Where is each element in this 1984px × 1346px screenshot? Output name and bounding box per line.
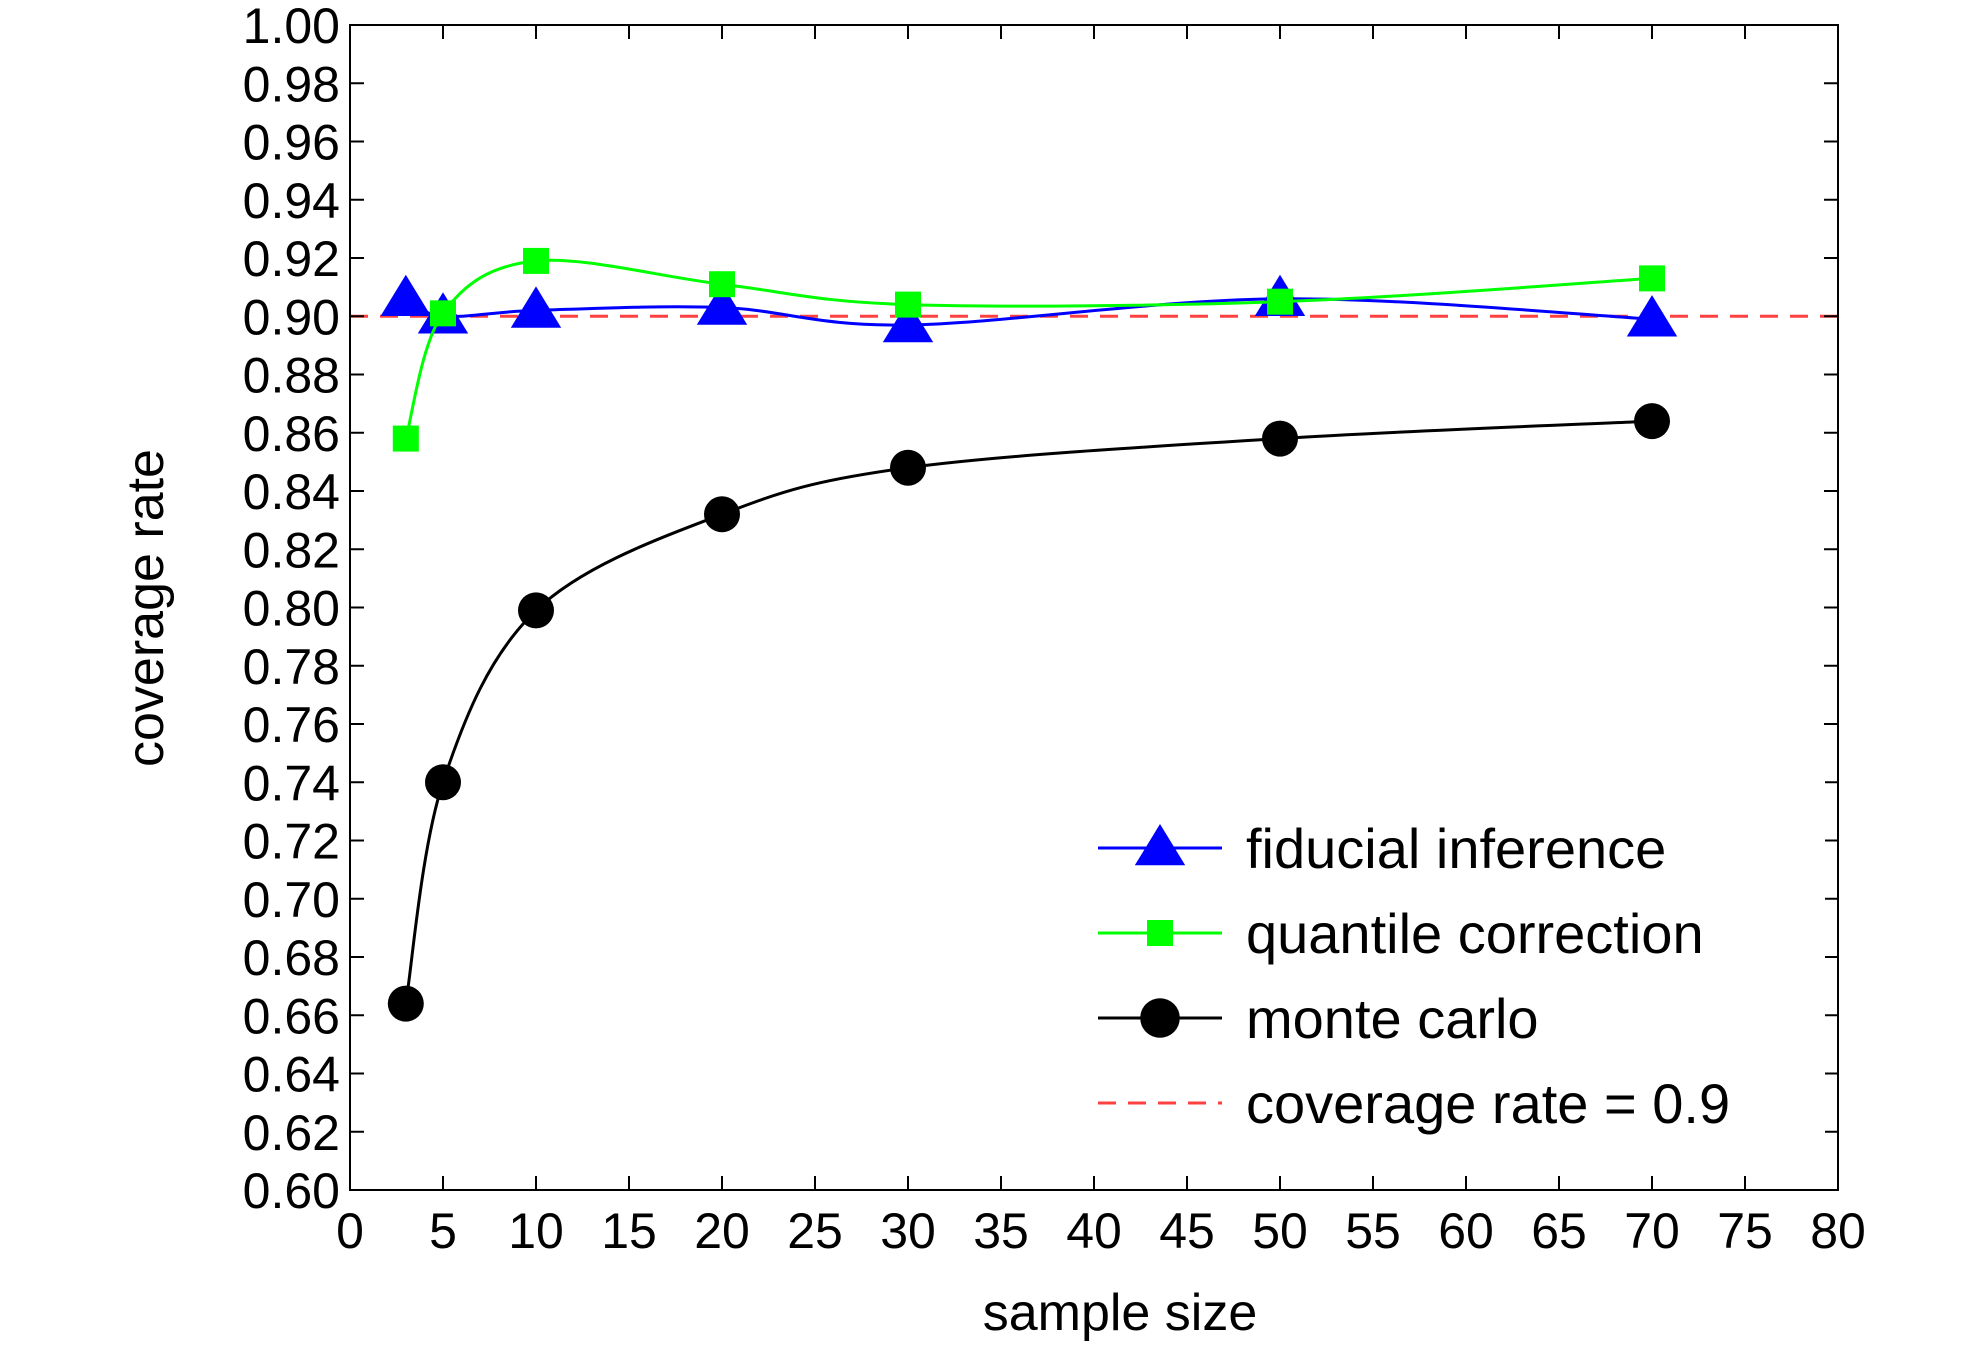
x-tick-label: 30 [880,1203,936,1259]
legend-item-2-label: quantile correction [1246,902,1704,965]
x-tick-label: 0 [336,1203,364,1259]
quantile-correction-point [430,300,456,327]
axes: 0 5 10 15 20 25 30 35 40 45 50 55 60 65 70 75 80 0.600.62… [243,0,1866,1259]
monte-carlo-point [890,449,926,486]
monte-carlo-point [1262,420,1298,457]
legend-item-1-label: fiducial inference [1246,817,1666,880]
y-tick-label: 0.64 [243,1047,340,1103]
x-tick-label: 50 [1252,1203,1308,1259]
x-tick-label: 60 [1438,1203,1494,1259]
y-tick-label: 0.82 [243,522,340,578]
plot-area [350,247,1838,1022]
y-tick-label: 0.60 [243,1163,340,1219]
quantile-correction-point [523,247,549,274]
quantile-correction-point [1639,265,1665,292]
fiducial-inference-point [696,283,748,325]
monte-carlo-point [425,764,461,801]
x-tick-label: 65 [1531,1203,1587,1259]
legend: fiducial inference quantile correction mon… [990,752,1825,1160]
fiducial-inference-point [510,286,562,328]
legend-item-1-marker [1134,824,1186,866]
fiducial-inference-point [380,274,431,317]
quantile-correction-point [709,271,735,298]
x-tick-label: 45 [1159,1203,1215,1259]
y-tick-label: 0.90 [243,289,340,345]
quantile-correction-line [404,258,1653,440]
y-tick-label: 0.74 [243,755,340,811]
y-tick-label: 0.80 [243,581,340,637]
x-tick-label: 80 [1810,1203,1866,1259]
x-tick-label: 70 [1624,1203,1680,1259]
quantile-correction-point [392,425,419,452]
y-tick-label: 0.72 [243,814,340,870]
monte-carlo-point [704,496,740,533]
x-tick-label: 35 [973,1203,1029,1259]
legend-item-3-label: monte carlo [1246,987,1539,1050]
fiducial-inference-line [405,297,1653,327]
y-tick-label: 0.76 [243,697,340,753]
y-tick-label: 0.62 [243,1105,340,1161]
fiducial-inference-point [1626,295,1678,337]
quantile-correction-point [895,291,921,318]
legend-item-3-marker [1140,998,1180,1038]
x-tick-label: 55 [1345,1203,1401,1259]
x-tick-label: 5 [429,1203,457,1259]
y-tick-label: 0.88 [243,348,340,404]
x-tick-label: 20 [694,1203,750,1259]
y-tick-label: 0.84 [243,464,340,520]
y-axis-title: coverage rate [117,449,175,767]
x-axis-title: sample size [983,1284,1258,1342]
monte-carlo-point [387,985,424,1022]
y-tick-label: 0.94 [243,173,340,229]
x-tick-label: 75 [1717,1203,1773,1259]
y-tick-label: 0.70 [243,872,340,928]
quantile-correction-point [1267,288,1293,315]
x-tick-label: 40 [1066,1203,1122,1259]
x-tick-label: 10 [508,1203,564,1259]
x-tick-label: 15 [601,1203,657,1259]
y-tick-label: 0.78 [243,639,340,695]
fiducial-inference-point [882,300,934,343]
y-tick-label: 0.92 [243,231,340,287]
y-tick-label: 0.68 [243,930,340,986]
y-tick-label: 1.00 [243,0,340,54]
y-tick-label: 0.98 [243,56,340,112]
monte-carlo-point [518,592,554,629]
monte-carlo-point [1634,403,1670,440]
x-tick-label: 25 [787,1203,843,1259]
y-tick-label: 0.96 [243,115,340,171]
legend-item-4-label: coverage rate = 0.9 [1246,1072,1730,1135]
legend-box [990,752,1825,1160]
legend-item-2-marker [1147,920,1173,946]
y-tick-label: 0.66 [243,988,340,1044]
y-tick-label: 0.86 [243,406,340,462]
